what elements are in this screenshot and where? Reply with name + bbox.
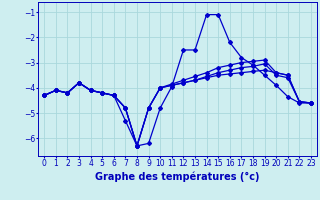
X-axis label: Graphe des températures (°c): Graphe des températures (°c) xyxy=(95,171,260,182)
